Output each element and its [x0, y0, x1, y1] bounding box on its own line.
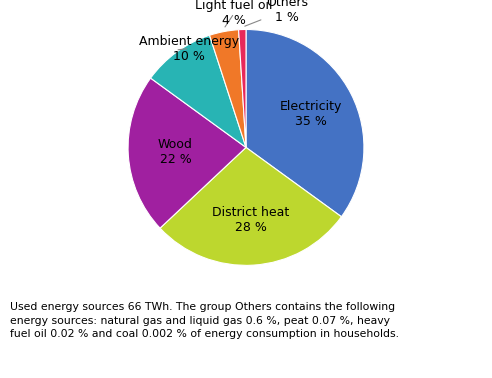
Text: Wood
22 %: Wood 22 % [158, 138, 193, 166]
Wedge shape [239, 29, 246, 147]
Wedge shape [151, 35, 246, 147]
Text: District heat
28 %: District heat 28 % [212, 206, 289, 234]
Wedge shape [128, 78, 246, 228]
Text: Used energy sources 66 TWh. The group Others contains the following
energy sourc: Used energy sources 66 TWh. The group Ot… [10, 302, 399, 339]
Text: Ambient energy
10 %: Ambient energy 10 % [139, 34, 240, 62]
Text: Light fuel oil
4 %: Light fuel oil 4 % [195, 0, 273, 27]
Wedge shape [246, 29, 364, 217]
Text: Electricity
35 %: Electricity 35 % [280, 100, 342, 128]
Text: Others
1 %: Others 1 % [245, 0, 308, 26]
Wedge shape [160, 147, 341, 265]
Wedge shape [210, 30, 246, 147]
